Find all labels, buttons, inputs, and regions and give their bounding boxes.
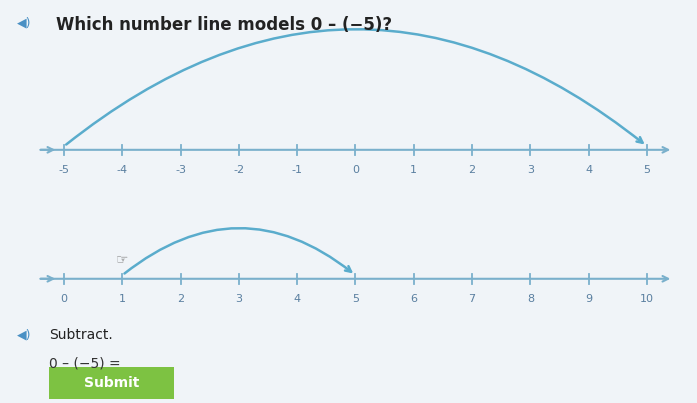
Text: Subtract.: Subtract. (49, 328, 112, 343)
Text: 10: 10 (640, 295, 654, 304)
Text: 3: 3 (236, 295, 243, 304)
Text: Which number line models 0 – (−5)?: Which number line models 0 – (−5)? (56, 16, 392, 34)
Text: 2: 2 (177, 295, 184, 304)
Text: 4: 4 (293, 295, 300, 304)
Text: 4: 4 (585, 166, 592, 175)
Text: ◀): ◀) (17, 328, 32, 341)
Text: 0: 0 (61, 295, 68, 304)
Text: 7: 7 (468, 295, 475, 304)
Text: -3: -3 (175, 166, 186, 175)
Text: ◀): ◀) (17, 16, 32, 29)
Text: 6: 6 (411, 295, 418, 304)
Text: 1: 1 (118, 295, 125, 304)
Text: 1: 1 (411, 166, 418, 175)
Text: 3: 3 (527, 166, 534, 175)
Text: 9: 9 (585, 295, 592, 304)
Text: 8: 8 (527, 295, 534, 304)
Text: 5: 5 (352, 295, 359, 304)
Text: 2: 2 (468, 166, 475, 175)
Text: 0 – (−5) =: 0 – (−5) = (49, 357, 121, 371)
Text: -1: -1 (291, 166, 302, 175)
Text: ☞: ☞ (116, 252, 128, 266)
Text: -5: -5 (59, 166, 70, 175)
Text: Submit: Submit (84, 376, 139, 390)
Text: -4: -4 (116, 166, 128, 175)
Text: 0: 0 (352, 166, 359, 175)
Text: 5: 5 (643, 166, 650, 175)
Text: -2: -2 (233, 166, 245, 175)
